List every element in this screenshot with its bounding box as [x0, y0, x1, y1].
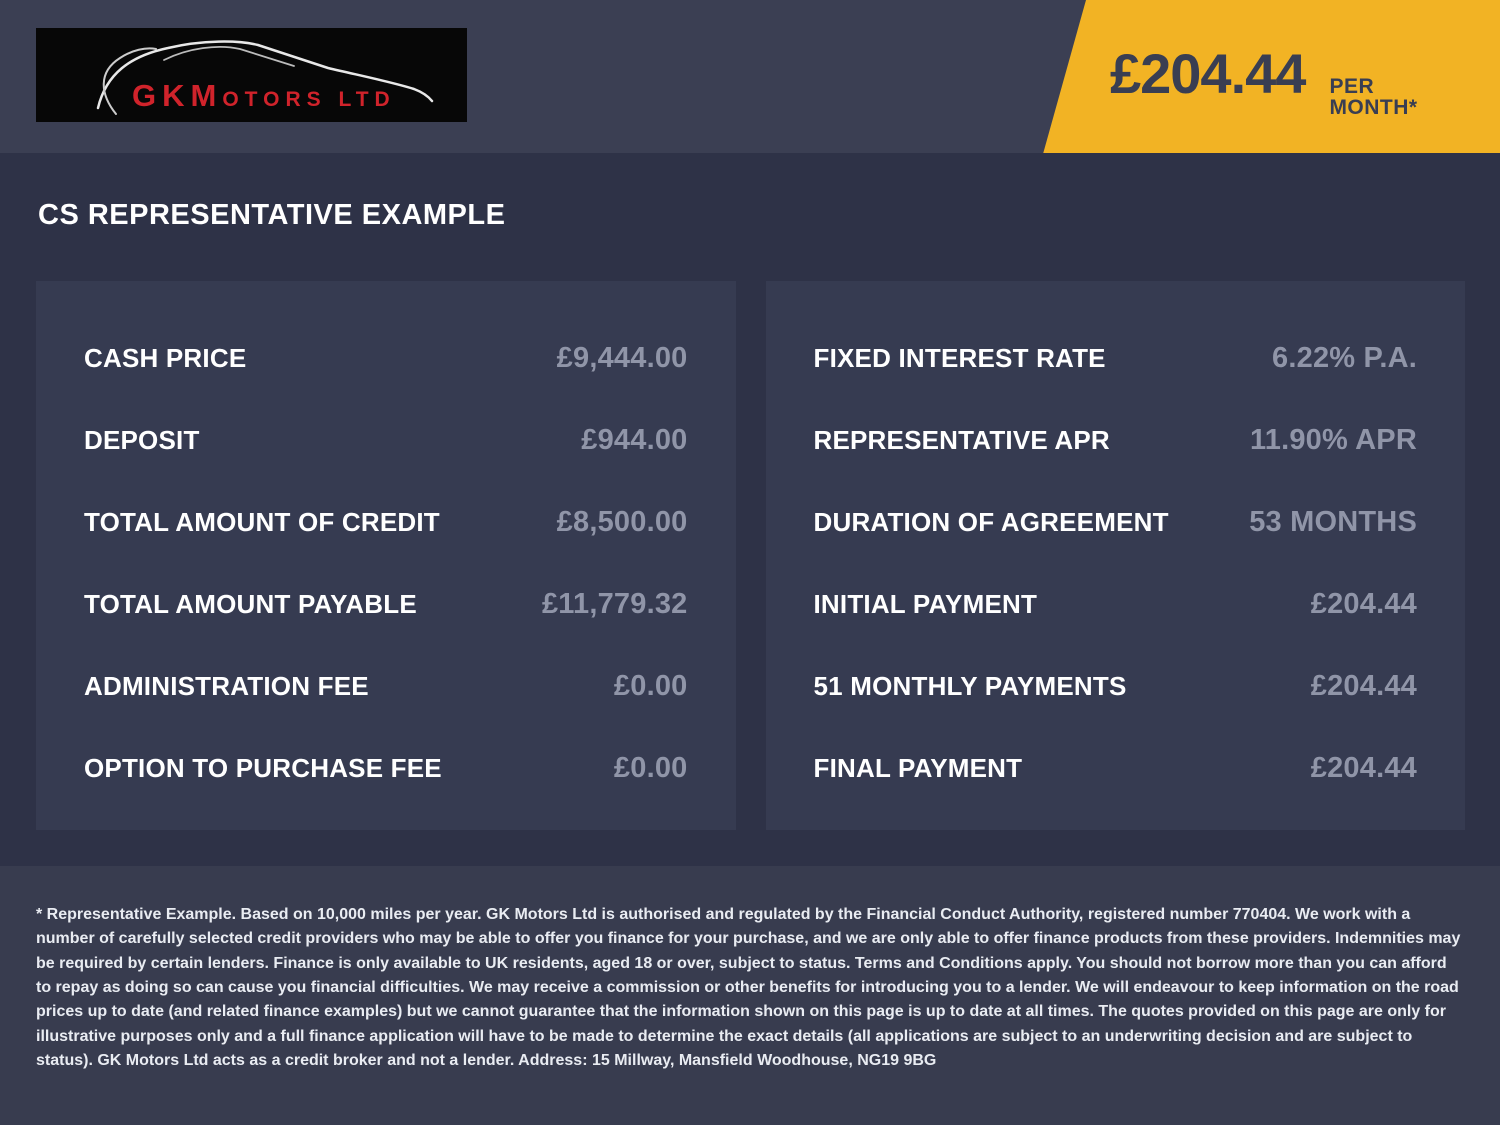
- row-value: £0.00: [613, 751, 688, 784]
- row-label: REPRESENTATIVE APR: [813, 424, 1110, 455]
- table-row: REPRESENTATIVE APR 11.90% APR: [814, 399, 1418, 481]
- row-label: DEPOSIT: [84, 424, 200, 455]
- car-silhouette-icon: GKMOTORS LTD: [96, 40, 434, 115]
- table-row: TOTAL AMOUNT OF CREDIT £8,500.00: [84, 481, 688, 563]
- table-row: DEPOSIT £944.00: [84, 399, 688, 481]
- table-row: INITIAL PAYMENT £204.44: [814, 563, 1418, 645]
- svg-text:GKMOTORS LTD: GKMOTORS LTD: [132, 78, 396, 113]
- table-row: FINAL PAYMENT £204.44: [814, 727, 1418, 809]
- finance-panel-right: FIXED INTEREST RATE 6.22% P.A. REPRESENT…: [765, 281, 1465, 830]
- row-label: 51 MONTHLY PAYMENTS: [813, 670, 1127, 701]
- table-row: ADMINISTRATION FEE £0.00: [84, 645, 688, 727]
- table-row: 51 MONTHLY PAYMENTS £204.44: [814, 645, 1418, 727]
- table-row: DURATION OF AGREEMENT 53 MONTHS: [814, 481, 1418, 563]
- main-section: CS REPRESENTATIVE EXAMPLE CASH PRICE £9,…: [0, 153, 1500, 866]
- row-value: £204.44: [1310, 669, 1417, 702]
- row-label: DURATION OF AGREEMENT: [813, 506, 1169, 537]
- row-label: CASH PRICE: [84, 342, 247, 373]
- row-value: £204.44: [1310, 587, 1417, 620]
- row-label: TOTAL AMOUNT PAYABLE: [84, 588, 417, 619]
- footer-band: * Representative Example. Based on 10,00…: [0, 866, 1500, 1125]
- row-label: ADMINISTRATION FEE: [84, 670, 369, 701]
- table-row: CASH PRICE £9,444.00: [84, 317, 688, 399]
- row-value: £0.00: [613, 669, 688, 702]
- page-title: CS REPRESENTATIVE EXAMPLE: [38, 199, 506, 231]
- table-row: OPTION TO PURCHASE FEE £0.00: [84, 727, 688, 809]
- row-label: TOTAL AMOUNT OF CREDIT: [84, 506, 440, 537]
- row-value: £11,779.32: [541, 587, 688, 620]
- table-row: TOTAL AMOUNT PAYABLE £11,779.32: [84, 563, 688, 645]
- header-band: GKMOTORS LTD £204.44 PER MONTH*: [0, 0, 1500, 154]
- row-label: FIXED INTEREST RATE: [813, 342, 1106, 373]
- row-value: £944.00: [581, 423, 688, 456]
- monthly-price: £204.44: [1110, 42, 1306, 105]
- finance-panel-left: CASH PRICE £9,444.00 DEPOSIT £944.00 TOT…: [36, 281, 736, 830]
- row-label: INITIAL PAYMENT: [813, 588, 1038, 619]
- finance-panels: CASH PRICE £9,444.00 DEPOSIT £944.00 TOT…: [36, 281, 1465, 830]
- row-value: 53 MONTHS: [1249, 505, 1417, 538]
- table-row: FIXED INTEREST RATE 6.22% P.A.: [814, 317, 1418, 399]
- legal-disclaimer: * Representative Example. Based on 10,00…: [36, 906, 1461, 1069]
- row-value: 6.22% P.A.: [1272, 341, 1417, 374]
- row-value: 11.90% APR: [1250, 423, 1417, 456]
- row-value: £204.44: [1310, 751, 1417, 784]
- row-label: FINAL PAYMENT: [813, 752, 1023, 783]
- price-period-label: PER MONTH*: [1329, 75, 1418, 119]
- row-label: OPTION TO PURCHASE FEE: [84, 752, 442, 783]
- monthly-price-banner: £204.44 PER MONTH*: [1043, 0, 1500, 154]
- row-value: £8,500.00: [556, 505, 688, 538]
- dealer-logo: GKMOTORS LTD: [36, 28, 467, 122]
- row-value: £9,444.00: [556, 341, 688, 374]
